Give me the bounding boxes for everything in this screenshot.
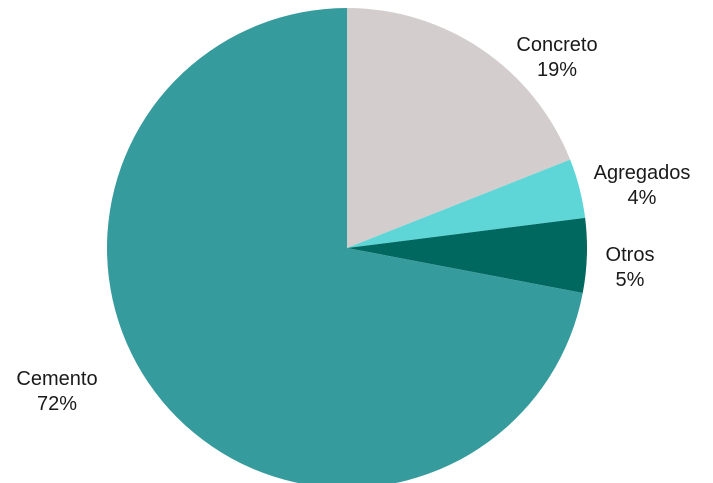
slice-name-concreto: Concreto: [516, 34, 598, 56]
slice-name-cemento: Cemento: [16, 368, 98, 390]
slice-label-concreto: Concreto 19%: [497, 33, 617, 83]
slice-label-cemento: Cemento 72%: [2, 367, 112, 417]
slice-percent-concreto: 19%: [536, 59, 578, 81]
pie-slices: [107, 8, 588, 483]
pie-slice-cemento: [107, 8, 583, 483]
slice-percent-cemento: 72%: [36, 393, 78, 415]
slice-percent-otros: 5%: [615, 269, 645, 291]
slice-label-agregados: Agregados 4%: [577, 161, 707, 211]
slice-label-otros: Otros 5%: [580, 243, 680, 293]
slice-percent-agregados: 4%: [627, 187, 657, 209]
slice-name-agregados: Agregados: [593, 162, 691, 184]
slice-name-otros: Otros: [605, 244, 655, 266]
pie-slice-concreto: [347, 8, 571, 248]
pie-slice-agregados: [347, 159, 586, 248]
pie-slice-otros: [347, 217, 588, 293]
